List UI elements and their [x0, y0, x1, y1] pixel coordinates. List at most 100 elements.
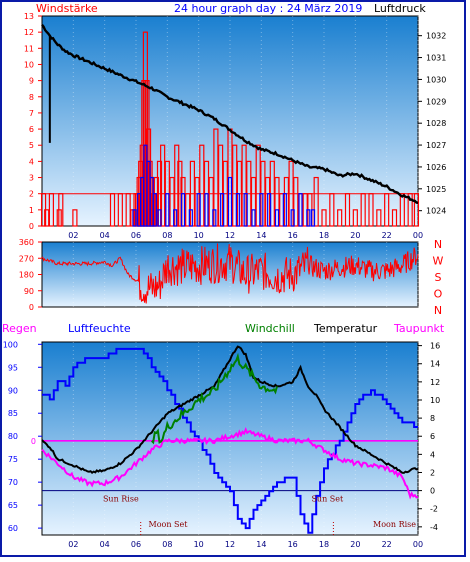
header-left: Windstärke [36, 2, 98, 15]
temperature-tick-label: 14 [430, 360, 440, 369]
compass-label: O [434, 288, 443, 301]
y-left-tick-label: 12 [24, 28, 34, 37]
x-tick-label: 00 [413, 231, 423, 240]
temperature-tick-label: -2 [430, 505, 438, 514]
gust-bar [204, 193, 209, 227]
gust-bar [220, 193, 225, 227]
gust-bar [165, 193, 170, 227]
wind-bar [255, 144, 261, 227]
x-tick-label: 22 [382, 540, 392, 549]
gust-bar [259, 193, 264, 227]
legend-windchill: Windchill [245, 322, 295, 335]
y-left-tick-label: 2 [29, 190, 34, 199]
gust-bar [157, 209, 162, 227]
x-tick-label: 12 [225, 540, 235, 549]
x-tick-label: 14 [256, 231, 266, 240]
gust-bar [243, 193, 248, 227]
legend-temperature: Temperatur [313, 322, 378, 335]
y-left-tick-label: 6 [29, 125, 34, 134]
y-left-tick-label: 4 [29, 157, 34, 166]
compass-label: S [435, 271, 442, 284]
wind-bar [337, 209, 343, 227]
x-tick-label: 10 [194, 231, 204, 240]
x-tick-label: 20 [350, 231, 360, 240]
x-tick-label: 20 [350, 540, 360, 549]
y-right-tick-label: 1025 [426, 185, 446, 194]
gust-bar [188, 209, 193, 227]
x-tick-label: 02 [68, 540, 78, 549]
temperature-tick-label: 10 [430, 396, 440, 405]
legend-rain: Regen [2, 322, 37, 335]
y-right-tick-label: 1030 [426, 75, 446, 84]
wind-bar [391, 209, 398, 227]
humidity-tick-label: 65 [8, 501, 18, 510]
wind-bar [169, 176, 175, 227]
x-tick-label: 00 [413, 540, 423, 549]
annotation-sunrise: Sun Rise [103, 494, 139, 503]
wind-bar [376, 209, 382, 227]
rain-tick-label: 0 [31, 437, 36, 446]
x-tick-label: 06 [131, 231, 141, 240]
humidity-tick-label: 100 [3, 340, 18, 349]
x-tick-label: 12 [225, 231, 235, 240]
humidity-tick-label: 85 [8, 409, 18, 418]
wind-pressure-plot [41, 15, 419, 227]
y-left-tick-label: 0 [29, 222, 34, 231]
pressure-line [41, 24, 419, 205]
humidity-tick-label: 90 [8, 386, 18, 395]
gust-bar [235, 193, 240, 227]
y-left-tick-label: 9 [29, 77, 34, 86]
y-right-tick-label: 1027 [426, 141, 446, 150]
temperature-tick-label: 6 [430, 432, 435, 441]
y-left-tick-label: 7 [29, 109, 34, 118]
temperature-tick-label: 2 [430, 468, 435, 477]
x-tick-label: 08 [162, 540, 172, 549]
temperature-tick-label: -4 [430, 523, 438, 532]
wind-bar [44, 209, 50, 227]
header-center: 24 hour graph day : 24 März 2019 [174, 2, 362, 15]
compass-label: N [434, 304, 442, 317]
wind-direction-plot [41, 241, 419, 308]
annotation-moonrise: Moon Rise [373, 520, 416, 529]
gust-bar [267, 193, 272, 227]
temperature-tick-label: 8 [430, 414, 435, 423]
wind-bar [321, 209, 327, 227]
compass-label: N [434, 238, 442, 251]
direction-tick-label: 360 [19, 238, 34, 247]
x-tick-label: 04 [100, 540, 110, 549]
gust-bar [251, 209, 256, 227]
y-right-tick-label: 1029 [426, 97, 446, 106]
direction-tick-label: 90 [24, 287, 34, 296]
wind-direction-line [41, 243, 419, 304]
gust-bar [290, 209, 295, 227]
gust-bar [298, 193, 303, 227]
y-right-tick-label: 1026 [426, 163, 446, 172]
y-left-tick-label: 13 [24, 12, 34, 21]
humidity-tick-label: 80 [8, 432, 18, 441]
wind-bar [208, 176, 214, 227]
gust-bar [152, 193, 157, 227]
x-tick-label: 04 [100, 231, 110, 240]
temperature-line [41, 345, 419, 474]
header-right: Luftdruck [374, 2, 426, 15]
y-left-tick-label: 11 [24, 44, 34, 53]
x-tick-label: 10 [194, 540, 204, 549]
y-left-tick-label: 10 [24, 60, 34, 69]
y-right-tick-label: 1024 [426, 207, 446, 216]
y-right-tick-label: 1032 [426, 32, 446, 41]
wind-bar [72, 209, 78, 227]
wind-bar [160, 144, 166, 227]
x-tick-label: 06 [131, 540, 141, 549]
temperature-tick-label: 12 [430, 378, 440, 387]
windchill-line [151, 352, 278, 445]
gust-bar [132, 209, 137, 227]
gust-bar [227, 176, 233, 227]
wind-bar [313, 176, 319, 227]
humidity-tick-label: 75 [8, 455, 18, 464]
humidity-tick-label: 60 [8, 524, 18, 533]
x-tick-label: 18 [319, 540, 329, 549]
gust-bar [282, 193, 287, 227]
y-left-tick-label: 3 [29, 174, 34, 183]
